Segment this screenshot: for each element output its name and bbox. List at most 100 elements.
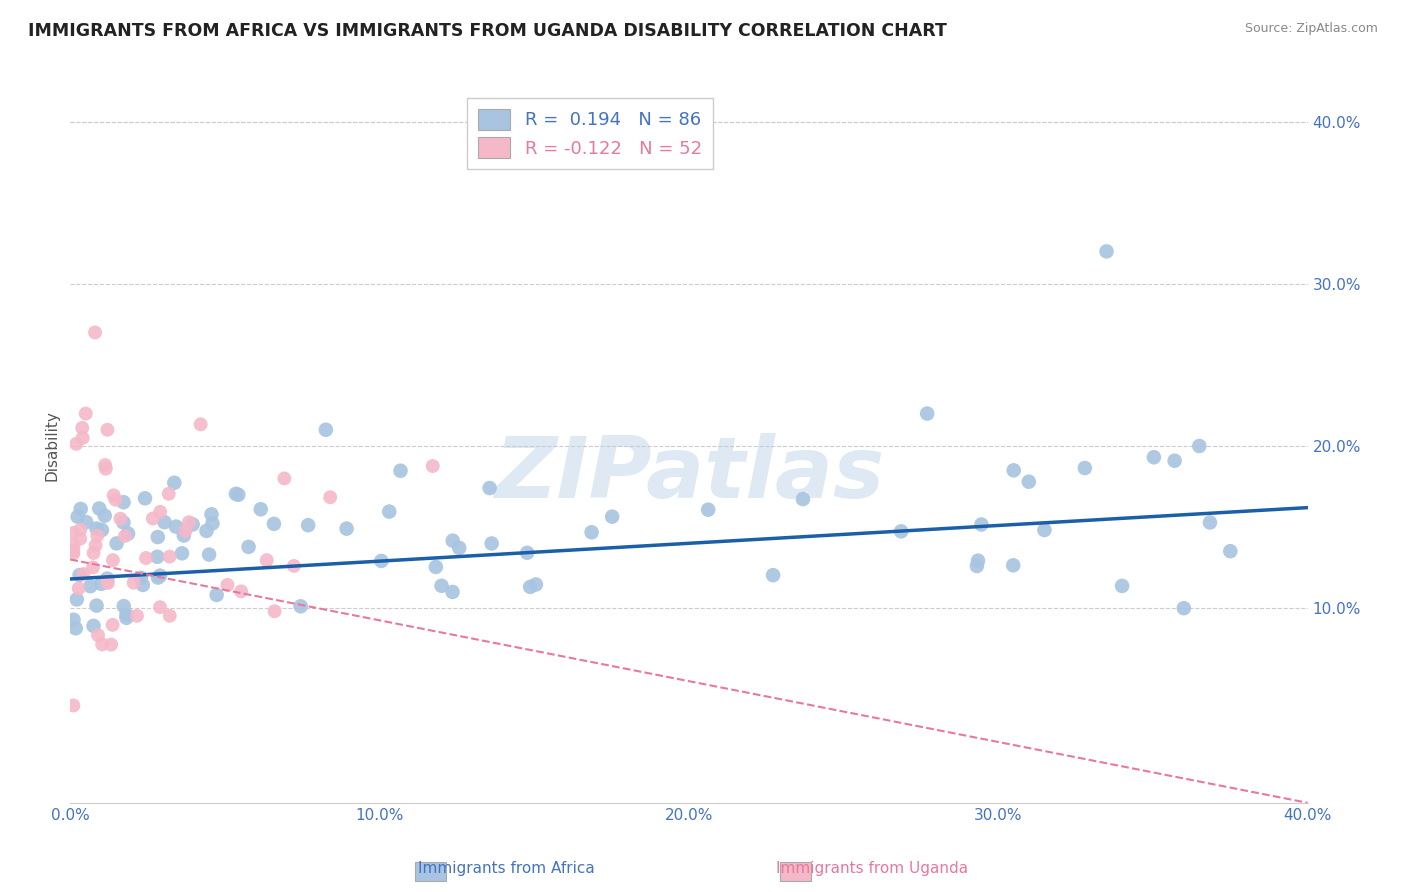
Point (83, 619, 105, 633)
Point (125, 608, 148, 623)
Point (90, 523, 112, 537)
Point (62, 698, 84, 713)
Point (70, 421, 93, 435)
Point (170, 546, 193, 560)
Point (112, 599, 135, 614)
Point (96, 572, 118, 586)
Point (249, 502, 271, 516)
Point (101, 553, 124, 567)
Point (195, 524, 218, 538)
Point (62, 613, 84, 627)
Point (336, 522, 359, 536)
Text: ZIPatlas: ZIPatlas (494, 433, 884, 516)
Point (135, 551, 157, 566)
Point (792, 491, 814, 506)
Point (389, 464, 412, 478)
Point (69, 532, 91, 546)
Point (226, 488, 249, 502)
Point (104, 492, 127, 507)
Point (283, 558, 305, 573)
Point (79, 579, 101, 593)
Point (134, 491, 156, 506)
Point (66, 509, 89, 524)
Point (142, 511, 165, 525)
Point (105, 536, 128, 550)
Point (378, 505, 401, 519)
Point (966, 559, 988, 574)
Point (132, 578, 155, 592)
Point (481, 536, 503, 550)
Point (181, 517, 204, 532)
Point (84, 326, 107, 340)
Point (449, 541, 471, 555)
Point (117, 526, 139, 541)
Point (146, 549, 169, 564)
Point (1002, 558, 1025, 573)
Point (149, 505, 172, 519)
Point (1143, 450, 1166, 465)
Point (1074, 461, 1097, 475)
Point (87, 628, 110, 642)
Point (217, 578, 239, 592)
Point (94, 458, 117, 472)
Point (1002, 463, 1025, 477)
Point (159, 549, 181, 564)
Point (519, 580, 541, 594)
Point (100, 638, 122, 652)
Point (86, 599, 108, 613)
Legend: R =  0.194   N = 86, R = -0.122   N = 52: R = 0.194 N = 86, R = -0.122 N = 52 (467, 98, 713, 169)
Point (114, 529, 136, 543)
Point (91, 637, 114, 651)
Point (86, 529, 108, 543)
Point (1219, 544, 1241, 558)
Point (430, 579, 453, 593)
Point (75, 407, 97, 421)
Text: Immigrants from Uganda: Immigrants from Uganda (776, 861, 967, 876)
Point (115, 607, 138, 622)
Point (1173, 601, 1195, 615)
Point (273, 471, 295, 485)
Point (112, 516, 135, 530)
Point (165, 519, 187, 533)
Point (516, 546, 538, 560)
Point (112, 495, 135, 509)
Point (890, 524, 912, 539)
Point (762, 568, 785, 582)
Point (422, 458, 444, 473)
Point (69, 502, 91, 516)
Point (1095, 244, 1118, 259)
Point (225, 487, 247, 501)
Point (697, 502, 720, 516)
Point (153, 515, 176, 529)
Point (581, 525, 603, 540)
Point (1163, 453, 1185, 467)
Point (190, 417, 212, 432)
Point (1199, 516, 1222, 530)
Text: Source: ZipAtlas.com: Source: ZipAtlas.com (1244, 22, 1378, 36)
Point (97, 576, 120, 591)
Point (72, 567, 94, 582)
Point (110, 512, 132, 526)
Point (441, 585, 464, 599)
Point (970, 517, 993, 532)
Point (94, 461, 117, 475)
Point (1018, 475, 1040, 489)
Point (177, 515, 200, 529)
Point (263, 604, 285, 618)
Point (62, 539, 84, 553)
Point (297, 518, 319, 533)
Point (96, 574, 118, 588)
Point (62, 547, 84, 561)
Point (229, 584, 252, 599)
Point (163, 475, 186, 490)
Point (67, 582, 90, 596)
Point (146, 530, 169, 544)
Point (1188, 439, 1211, 453)
Point (103, 488, 125, 502)
Point (69, 523, 91, 537)
Point (84, 538, 107, 552)
Point (62, 525, 84, 540)
Point (425, 560, 447, 574)
Point (201, 516, 224, 531)
Point (83, 546, 105, 560)
